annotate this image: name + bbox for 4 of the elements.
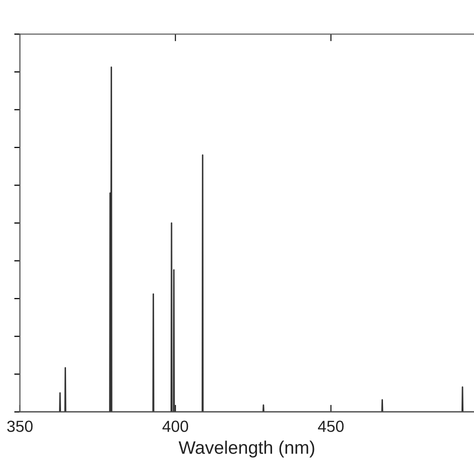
x-axis-title: Wavelength (nm): [178, 440, 314, 458]
x-tick-label: 450: [318, 420, 344, 432]
x-tick-label: 400: [162, 420, 188, 432]
x-tick-label: 350: [7, 420, 33, 432]
